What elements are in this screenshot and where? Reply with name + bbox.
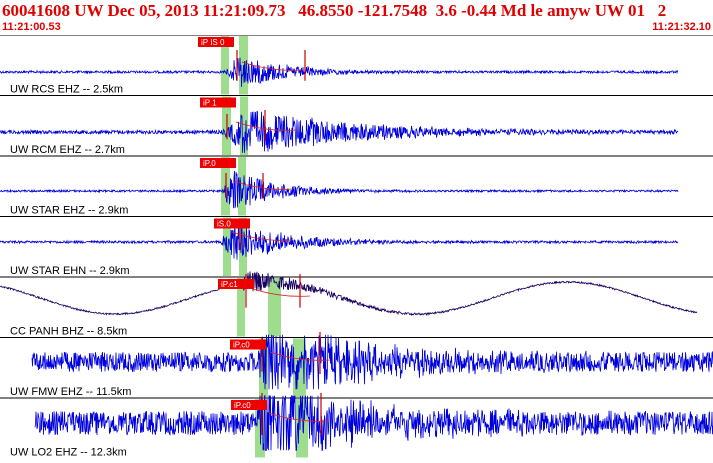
- pick-label: iP IS 0: [201, 38, 225, 47]
- pick-flag-box: [198, 37, 234, 47]
- pick-window-highlight: [239, 217, 247, 276]
- waveform: [34, 394, 713, 451]
- trace-panel[interactable]: iP 1 UW RCM EHZ -- 2.7km: [0, 95, 713, 157]
- seismogram-svg: iP IS 0 UW RCS EHZ -- 2.5km iP 1 UW RCM EHZ…: [0, 34, 713, 459]
- start-time: 11:21:00.53: [2, 21, 61, 33]
- pick-label: iP 1: [203, 99, 217, 108]
- event-title: 60041608 UW Dec 05, 2013 11:21:09.73 46.…: [2, 1, 667, 20]
- pick-flag[interactable]: iP.c0: [230, 339, 266, 350]
- pick-flag[interactable]: iP IS 0: [198, 37, 234, 47]
- station-label: UW RCS EHZ -- 2.5km: [10, 84, 123, 96]
- pick-flag-box: [231, 400, 267, 410]
- station-label: UW FMW EHZ -- 11.5km: [10, 386, 131, 398]
- pick-flag[interactable]: iP 1: [200, 97, 236, 108]
- station-label: CC PANH BHZ -- 8.5km: [10, 326, 127, 338]
- coda-envelope: [232, 180, 294, 190]
- pick-window-highlight: [221, 36, 229, 95]
- waveform: [0, 57, 679, 88]
- pick-label: iP.0: [203, 159, 216, 168]
- pick-label: iS.0: [217, 220, 231, 229]
- trace-panel[interactable]: iP IS 0 UW RCS EHZ -- 2.5km: [0, 37, 679, 96]
- trace-panel[interactable]: iP.c1 CC PANH BHZ -- 8.5km: [0, 271, 713, 338]
- pick-flag-box: [230, 339, 266, 350]
- seismogram-panel: iP IS 0 UW RCS EHZ -- 2.5km iP 1 UW RCM EHZ…: [0, 34, 713, 459]
- coda-envelope: [249, 287, 311, 297]
- pick-flag[interactable]: iS.0: [214, 218, 250, 229]
- end-time: 11:21:32.10: [652, 21, 711, 33]
- pick-label: iP.c0: [234, 401, 251, 410]
- event-header: 60041608 UW Dec 05, 2013 11:21:09.73 46.…: [0, 0, 713, 34]
- trace-panel[interactable]: iP.0 UW STAR EHZ -- 2.9km: [0, 155, 713, 217]
- coda-envelope: [268, 412, 330, 422]
- coda-envelope: [241, 61, 303, 71]
- pick-flag-box: [218, 279, 254, 289]
- trace-panel[interactable]: iP.c0 UW FMW EHZ -- 11.5km: [0, 332, 713, 398]
- pick-window-highlight: [268, 278, 281, 337]
- pick-flag[interactable]: iP.c0: [231, 400, 267, 410]
- coda-envelope: [231, 231, 293, 241]
- pick-flag-box: [214, 218, 250, 229]
- pick-window-highlight: [240, 96, 248, 155]
- station-label: UW STAR EHN -- 2.9km: [10, 265, 130, 277]
- trace-panel[interactable]: iS.0 UW STAR EHN -- 2.9km: [0, 216, 713, 278]
- station-label: UW RCM EHZ -- 2.7km: [10, 144, 125, 156]
- waveform: [31, 334, 713, 390]
- pick-window-highlight: [237, 278, 245, 337]
- pick-label: iP.c0: [233, 341, 250, 350]
- pick-flag-box: [200, 97, 236, 108]
- station-label: UW STAR EHZ -- 2.9km: [10, 205, 128, 217]
- pick-flag[interactable]: iP.c1: [218, 279, 254, 289]
- coda-envelope: [235, 121, 297, 131]
- waveform: [0, 170, 679, 209]
- pick-window-highlight: [238, 157, 246, 216]
- pick-flag-box: [200, 158, 236, 168]
- coda-envelope: [269, 351, 331, 361]
- waveform: [0, 271, 698, 317]
- waveform: [0, 222, 679, 260]
- waveform: [0, 110, 679, 153]
- pick-flag[interactable]: iP.0: [200, 158, 236, 168]
- station-label: UW LO2 EHZ -- 12.3km: [10, 447, 127, 459]
- trace-panel[interactable]: iP.c0 UW LO2 EHZ -- 12.3km: [0, 393, 713, 459]
- pick-label: iP.c1: [221, 280, 238, 289]
